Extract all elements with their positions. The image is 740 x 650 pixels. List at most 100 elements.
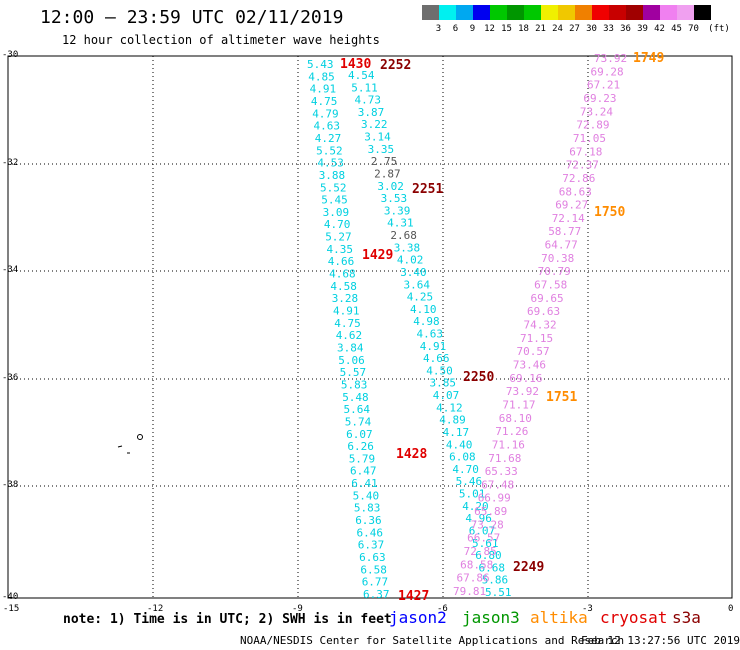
plot-border bbox=[7, 55, 733, 599]
colorbar-unit: (ft) bbox=[708, 24, 730, 34]
wave-height-label: 4.62 bbox=[336, 329, 363, 342]
pass-time-label: 2250 bbox=[463, 370, 494, 385]
colorbar-swatch bbox=[558, 5, 575, 20]
wave-height-label: 5.83 bbox=[341, 379, 368, 392]
wave-height-label: 5.61 bbox=[472, 537, 499, 550]
wave-height-label: 73.28 bbox=[471, 518, 504, 531]
colorbar-swatch bbox=[456, 5, 473, 20]
wave-height-label: 5.57 bbox=[340, 366, 367, 379]
wave-height-label: 3.02 bbox=[377, 180, 404, 193]
wave-height-label: 5.52 bbox=[320, 181, 347, 194]
colorbar-tick-label: 21 bbox=[535, 24, 546, 34]
lon-label: -3 bbox=[582, 604, 593, 614]
wave-height-label: 3.87 bbox=[358, 106, 385, 119]
wave-height-label: 5.74 bbox=[345, 415, 372, 428]
wave-height-label: 4.12 bbox=[436, 401, 463, 414]
wave-height-label: 5.86 bbox=[482, 574, 509, 587]
wave-height-label: 6.77 bbox=[362, 576, 389, 589]
wave-height-label: 3.22 bbox=[361, 118, 388, 131]
wave-height-label: 65.89 bbox=[474, 505, 507, 518]
colorbar-swatch bbox=[626, 5, 643, 20]
island-outline bbox=[117, 434, 143, 454]
colorbar-tick-label: 27 bbox=[569, 24, 580, 34]
colorbar-tick-label: 6 bbox=[452, 24, 459, 34]
legend-item: jason2 bbox=[389, 608, 447, 627]
wave-height-label: 69.28 bbox=[591, 65, 624, 78]
wave-height-label: 5.79 bbox=[349, 452, 376, 465]
wave-height-label: 3.88 bbox=[319, 169, 346, 182]
colorbar-swatch bbox=[524, 5, 541, 20]
wave-height-label: 6.58 bbox=[360, 563, 387, 576]
wave-height-label: 72.85 bbox=[464, 545, 497, 558]
wave-height-label: 4.17 bbox=[443, 426, 470, 439]
wave-height-label: 3.28 bbox=[332, 292, 359, 305]
colorbar-swatch bbox=[660, 5, 677, 20]
colorbar-swatch bbox=[575, 5, 592, 20]
colorbar-swatch bbox=[643, 5, 660, 20]
colorbar-tick-label: 39 bbox=[637, 24, 648, 34]
wave-height-label: 3.39 bbox=[384, 204, 411, 217]
wave-height-label: 6.37 bbox=[358, 539, 385, 552]
map-subtitle: 12 hour collection of altimeter wave hei… bbox=[62, 33, 380, 47]
wave-height-label: 3.85 bbox=[430, 377, 457, 390]
pass-time-label: 1749 bbox=[633, 51, 664, 66]
pass-time-label: 2252 bbox=[380, 58, 411, 73]
legend-item: cryosat bbox=[600, 608, 668, 627]
wave-height-label: 3.64 bbox=[404, 278, 431, 291]
wave-height-label: 5.51 bbox=[485, 586, 512, 599]
wave-height-label: 3.35 bbox=[368, 143, 395, 156]
wave-height-label: 6.08 bbox=[449, 451, 476, 464]
colorbar-tick-label: 33 bbox=[603, 24, 614, 34]
colorbar-tick-label: 9 bbox=[469, 24, 476, 34]
pass-time-label: 1751 bbox=[546, 390, 577, 405]
colorbar-tick-label: 70 bbox=[688, 24, 699, 34]
wave-height-label: 4.50 bbox=[426, 364, 453, 377]
wave-height-label: 72.14 bbox=[552, 212, 585, 225]
wave-height-label: 69.27 bbox=[555, 199, 588, 212]
wave-height-label: 74.32 bbox=[524, 319, 557, 332]
wave-height-label: 4.70 bbox=[452, 463, 479, 476]
wave-height-label: 6.47 bbox=[350, 465, 377, 478]
wave-height-label: 4.25 bbox=[407, 291, 434, 304]
wave-height-label: 67.86 bbox=[457, 572, 490, 585]
wave-height-label: 4.96 bbox=[465, 512, 492, 525]
wave-height-label: 3.53 bbox=[381, 192, 408, 205]
wave-height-label: 4.73 bbox=[355, 94, 382, 107]
wave-height-label: 4.68 bbox=[329, 268, 356, 281]
wave-height-label: 66.99 bbox=[478, 492, 511, 505]
wave-height-label: 5.27 bbox=[325, 231, 352, 244]
wave-height-label: 6.36 bbox=[355, 514, 382, 527]
colorbar-swatch bbox=[592, 5, 609, 20]
map-title: 12:00 – 23:59 UTC 02/11/2019 bbox=[40, 7, 344, 28]
footer-timestamp: Feb 12 13:27:56 UTC 2019 bbox=[581, 634, 740, 647]
lon-label: -15 bbox=[3, 604, 20, 614]
altimeter-tracks: 5.434.854.914.754.794.634.275.524.533.88… bbox=[307, 51, 664, 604]
wave-height-label: 5.45 bbox=[321, 194, 348, 207]
wave-height-label: 71.15 bbox=[520, 332, 553, 345]
wave-height-label: 73.92 bbox=[506, 385, 539, 398]
wave-height-label: 67.48 bbox=[481, 478, 514, 491]
wave-height-label: 2.75 bbox=[371, 155, 398, 168]
legend-item: jason3 bbox=[462, 608, 520, 627]
wave-height-label: 4.20 bbox=[462, 500, 489, 513]
lon-label: 0 bbox=[728, 604, 734, 614]
wave-height-label: 6.68 bbox=[479, 561, 506, 574]
wave-height-label: 6.37 bbox=[363, 588, 390, 601]
wave-height-label: 5.46 bbox=[456, 475, 483, 488]
wave-height-label: 3.38 bbox=[394, 241, 421, 254]
legend-item: s3a bbox=[672, 608, 701, 627]
wave-height-label: 71.68 bbox=[488, 452, 521, 465]
island-shape bbox=[117, 445, 123, 448]
legend-item: altika bbox=[530, 608, 588, 627]
wave-height-label: 4.63 bbox=[314, 120, 341, 133]
colorbar-tick-label: 12 bbox=[484, 24, 495, 34]
colorbar-swatch bbox=[507, 5, 524, 20]
wave-height-label: 71.16 bbox=[492, 438, 525, 451]
wave-height-label: 69.16 bbox=[509, 372, 542, 385]
wave-height-label: 58.77 bbox=[548, 225, 581, 238]
wave-height-label: 68.10 bbox=[499, 412, 532, 425]
wave-height-label: 67.58 bbox=[534, 279, 567, 292]
wave-height-label: 6.63 bbox=[359, 551, 386, 564]
wave-height-label: 5.06 bbox=[338, 354, 365, 367]
